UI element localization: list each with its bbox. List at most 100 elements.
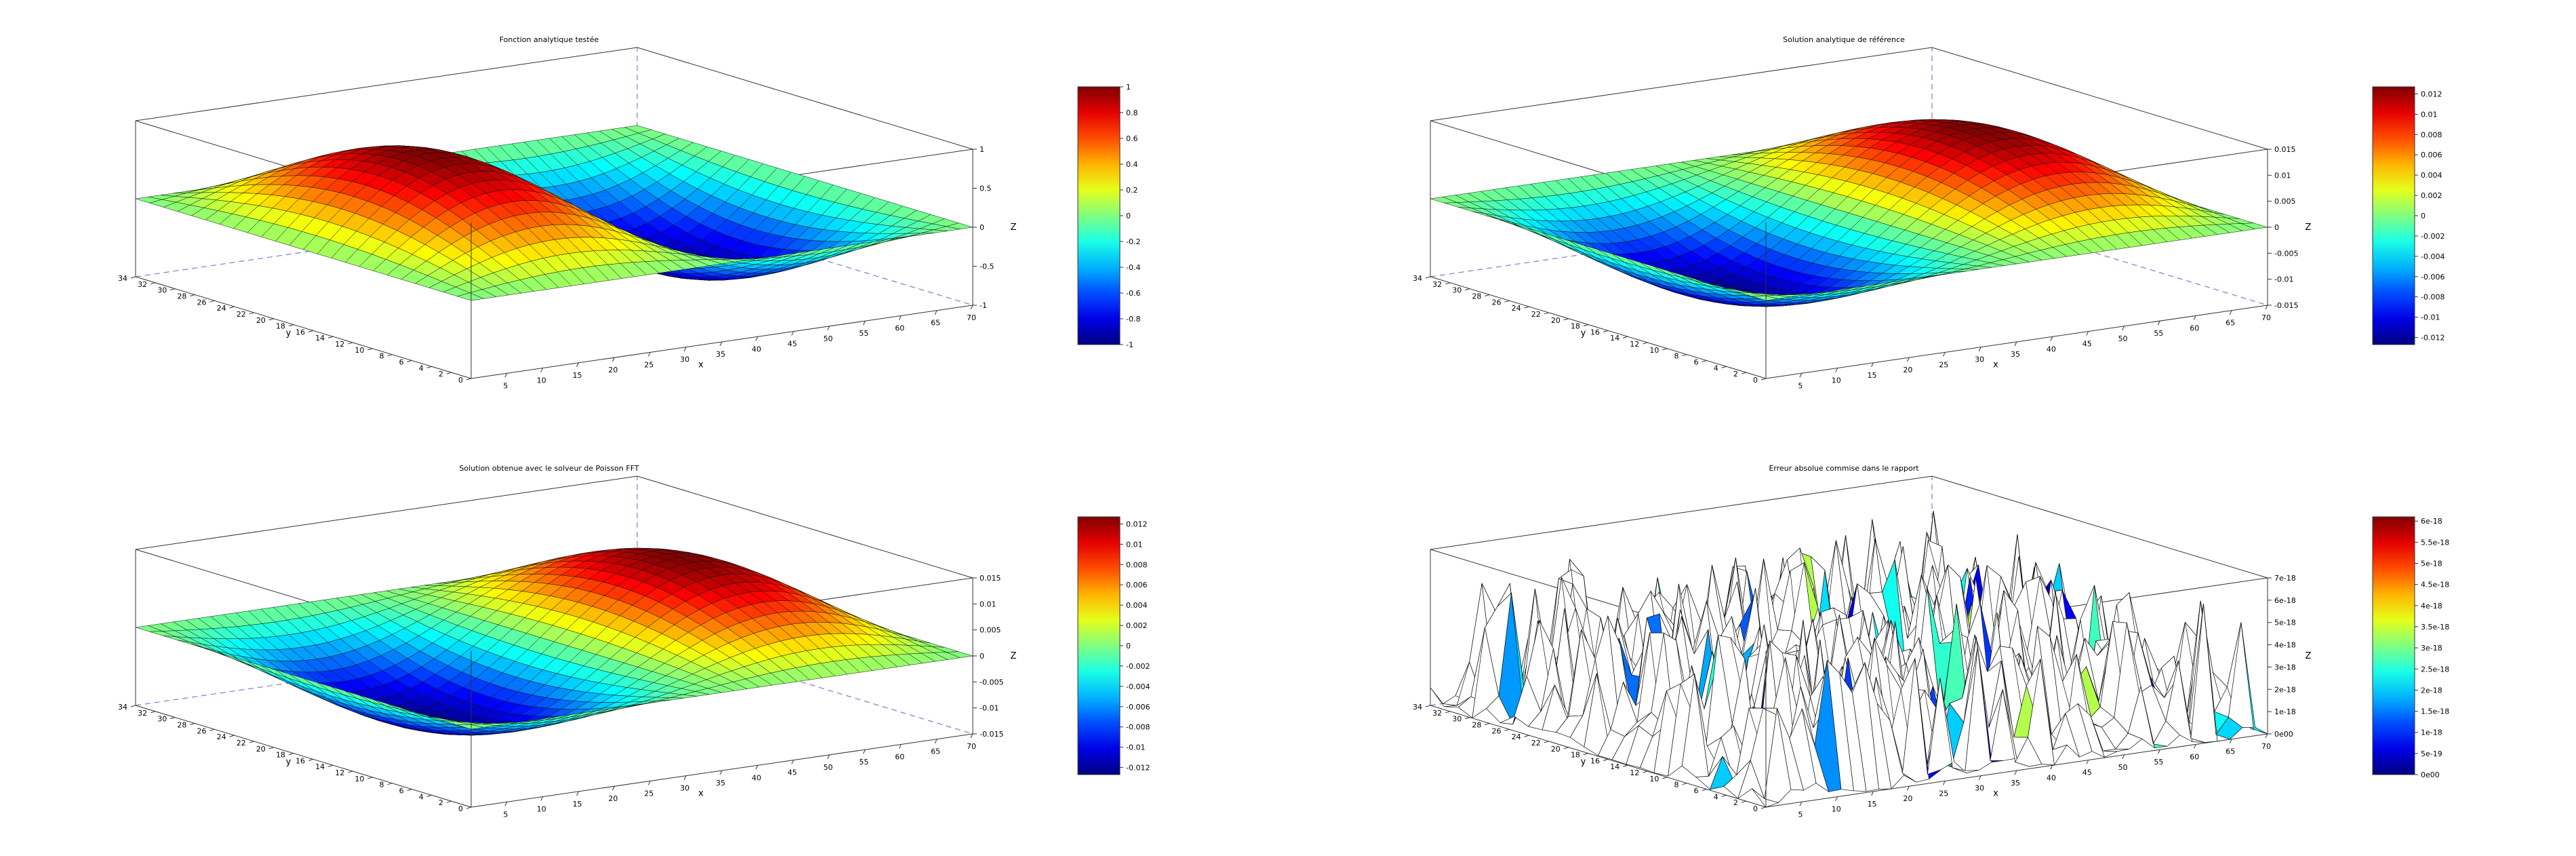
y-tick: [1425, 276, 1431, 279]
z-tick-label: 5e-18: [2274, 619, 2296, 627]
x-tick-label: 15: [1868, 371, 1877, 380]
x-tick-label: 10: [1832, 805, 1841, 814]
y-tick: [446, 372, 452, 374]
y-tick: [387, 354, 393, 357]
colorbar-tick-label: 5.5e-18: [2421, 538, 2449, 547]
x-tick-label: 5: [503, 810, 508, 819]
x-tick-label: 70: [967, 742, 976, 751]
y-tick-label: 16: [1590, 756, 1600, 765]
y-tick-label: 12: [335, 340, 344, 349]
y-tick-label: 0: [1753, 804, 1758, 813]
x-tick: [2265, 305, 2268, 310]
colorbar-tick-label: 5e-18: [2421, 560, 2442, 568]
x-tick: [611, 785, 615, 791]
colorbar-tick-label: 0.4: [1126, 160, 1138, 169]
z-tick-label: 0: [980, 652, 984, 661]
y-tick: [407, 360, 412, 363]
x-tick: [1906, 785, 1910, 791]
y-tick: [1485, 722, 1490, 725]
z-tick-label: 0.015: [2274, 145, 2296, 154]
y-tick: [1702, 360, 1707, 363]
colorbar-tick-label: -0.004: [1126, 682, 1150, 691]
x-tick-label: 55: [859, 329, 868, 338]
x-tick: [2122, 754, 2125, 760]
x-tick: [1835, 796, 1838, 801]
y-tick-label: 34: [1413, 703, 1422, 712]
y-tick: [1603, 758, 1609, 761]
x-tick: [540, 368, 544, 372]
x-tick-label: 60: [895, 324, 904, 332]
y-tick: [387, 783, 393, 785]
x-tick-label: 5: [503, 381, 508, 390]
chart-panel-4: Erreur absolue commise dans le rapport 5 1…: [1413, 464, 2449, 819]
y-tick-label: 28: [1472, 292, 1481, 300]
y-tick: [130, 705, 136, 707]
x-tick-label: 30: [1975, 784, 1984, 793]
x-tick-label: 5: [1798, 381, 1803, 390]
y-tick: [268, 318, 274, 321]
y-tick-label: 0: [458, 804, 463, 813]
colorbar-tick-label: 0.01: [2421, 110, 2438, 119]
y-tick: [249, 312, 254, 315]
y-tick: [1485, 294, 1490, 296]
x-tick-label: 55: [859, 758, 868, 766]
x-tick: [970, 733, 973, 739]
y-tick-label: 0: [458, 376, 463, 385]
z-tick-label: 2e-18: [2274, 685, 2296, 694]
y-tick: [150, 282, 156, 285]
colorbar-tick-label: -0.002: [1126, 662, 1150, 671]
y-tick-label: 26: [1491, 726, 1501, 735]
y-tick: [367, 777, 373, 779]
x-tick-label: 10: [1832, 376, 1841, 385]
colorbar-tick-label: 1e-18: [2421, 728, 2442, 737]
y-tick-label: 28: [177, 292, 186, 300]
colorbar-tick-label: 0: [1126, 212, 1131, 220]
y-axis-line: [135, 705, 472, 808]
y-tick-label: 30: [157, 715, 167, 724]
colorbar-tick-label: -0.006: [2421, 273, 2444, 281]
y-tick-label: 20: [1551, 745, 1561, 754]
y-tick: [367, 348, 373, 351]
colorbar-tick-label: 0.6: [1126, 134, 1138, 143]
z-tick-label: 0.5: [980, 184, 992, 193]
y-tick: [249, 741, 254, 743]
y-tick-label: 14: [1610, 334, 1619, 343]
y-tick-label: 2: [1733, 370, 1738, 378]
y-axis-label: y: [286, 757, 291, 767]
y-tick-label: 2: [439, 798, 443, 807]
x-tick-label: 30: [680, 784, 689, 793]
y-tick: [328, 764, 334, 767]
x-tick: [791, 331, 794, 336]
y-tick: [1623, 764, 1628, 767]
x-tick: [862, 749, 866, 754]
y-tick-label: 34: [118, 703, 127, 712]
colorbar-tick-label: -0.008: [2421, 293, 2444, 302]
x-tick-label: 45: [2082, 769, 2092, 777]
colorbar-tick-label: 0.8: [1126, 109, 1138, 117]
y-axis-label: y: [1581, 328, 1586, 338]
y-tick-label: 6: [399, 787, 404, 796]
y-tick: [348, 342, 353, 345]
y-tick-label: 18: [276, 751, 285, 760]
x-tick: [755, 765, 759, 770]
x-tick-label: 40: [2047, 773, 2056, 782]
y-tick: [288, 753, 294, 756]
y-tick-label: 20: [256, 745, 266, 754]
x-tick: [2014, 770, 2017, 775]
surface-mesh: [1430, 511, 2268, 808]
y-tick: [150, 711, 156, 714]
z-tick-label: 0: [980, 223, 984, 232]
z-tick-label: -0.01: [2274, 275, 2293, 284]
chart-title: Solution obtenue avec le solveur de Pois…: [459, 464, 639, 473]
z-tick-label: -0.005: [980, 678, 1003, 686]
y-tick-label: 8: [1674, 781, 1679, 790]
y-tick-label: 24: [1512, 304, 1521, 313]
y-tick-label: 14: [315, 334, 325, 343]
x-tick-label: 60: [2190, 324, 2199, 332]
y-tick: [1682, 354, 1687, 357]
y-tick: [328, 336, 334, 338]
y-tick-label: 12: [1630, 769, 1639, 777]
colorbar: [2372, 86, 2415, 345]
y-tick-label: 16: [296, 328, 305, 336]
